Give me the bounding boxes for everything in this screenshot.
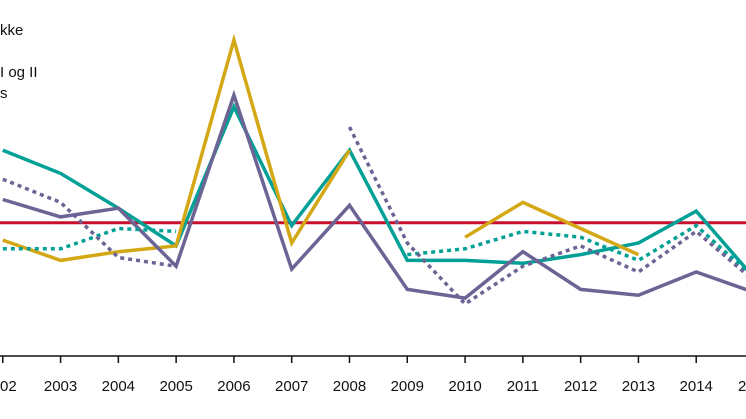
x-tick-label: 2013 [622,378,655,395]
series-2-line-segment-1 [2,33,351,263]
series-4-line-segment-1 [2,226,177,251]
x-tick-label: 2009 [391,378,424,395]
x-tick-label: 2010 [448,378,481,395]
x-tick-label: 02 [0,378,17,395]
x-tick-label: 20 [738,378,746,395]
x-axis-ticks: 02 2003 2004 2005 2006 2007 2008 2009 2010 2011 20… [0,356,746,395]
x-tick-label: 2003 [44,378,77,395]
x-tick-label: 2004 [102,378,135,395]
x-tick-label: 2007 [275,378,308,395]
legend-label-1: kke [0,22,24,39]
x-tick-label: 2014 [680,378,713,395]
legend-label-3: s [0,85,8,102]
series-layer [2,33,746,307]
series-5-line-segment-2 [347,126,746,307]
series-4-line-segment-2 [407,223,746,273]
legend-label-2: I og II [0,64,38,81]
series-5-line-segment-1 [2,177,177,268]
x-tick-label: 2008 [333,378,366,395]
series-1-line [2,102,746,272]
x-tick-label: 2006 [217,378,250,395]
x-tick-label: 2012 [564,378,597,395]
x-tick-label: 2005 [159,378,192,395]
series-2-line-segment-2 [464,200,640,257]
x-tick-label: 2011 [507,378,539,395]
series-3-line [2,89,746,300]
